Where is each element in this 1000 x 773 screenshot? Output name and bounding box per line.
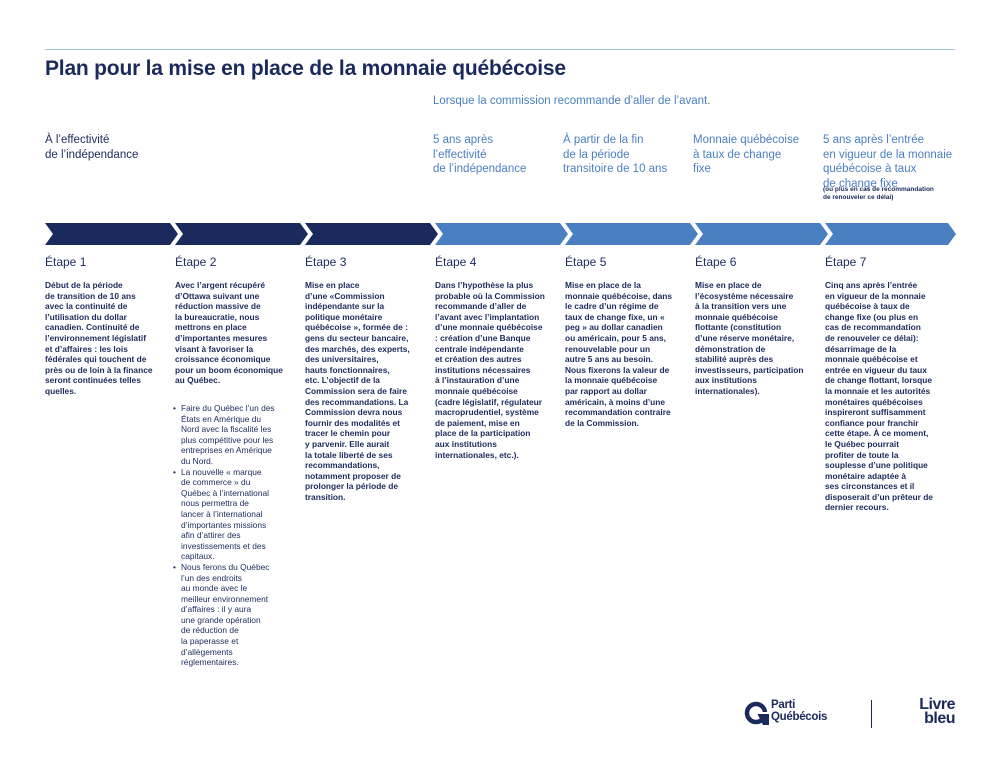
step-7-body: Cinq ans après l’entrée en vigueur de la…	[825, 280, 933, 513]
party-name: Parti Québécois	[771, 699, 828, 723]
arrow-step-1	[45, 223, 178, 245]
timeline-arrows	[45, 223, 956, 245]
phase-note: (ou plus en cas de recommandation de ren…	[823, 186, 934, 201]
arrow-step-2	[175, 223, 308, 245]
logo-divider	[871, 700, 872, 728]
step-2-bullet-list: Faire du Québec l’un des États en Amériq…	[173, 403, 291, 668]
step-2-bullet: Nous ferons du Québec l’un des endroits …	[173, 562, 291, 668]
step-2-bullet: La nouvelle « marque de commerce » du Qu…	[173, 467, 291, 562]
document-name: Livre bleu	[919, 696, 955, 727]
step-6-title: Étape 6	[695, 255, 737, 269]
step-5-title: Étape 5	[565, 255, 607, 269]
phase-label-3: À partir de la fin de la période transit…	[563, 134, 668, 175]
step-4-title: Étape 4	[435, 255, 477, 269]
step-1-title: Étape 1	[45, 255, 87, 269]
pq-logo-icon	[744, 701, 769, 725]
phase-label-5: 5 ans après l’entrée en vigueur de la mo…	[823, 134, 953, 190]
step-6-body: Mise en place de l’écosystème nécessaire…	[695, 280, 804, 396]
step-3-title: Étape 3	[305, 255, 347, 269]
page-subtitle: Lorsque la commission recommande d’aller…	[433, 95, 711, 107]
step-4-body: Dans l’hypothèse la plus probable où la …	[435, 280, 545, 460]
step-5-body: Mise en place de la monnaie québécoise, …	[565, 280, 673, 428]
step-2-body: Avec l’argent récupéré d’Ottawa suivant …	[175, 280, 283, 386]
step-2-title: Étape 2	[175, 255, 217, 269]
arrow-step-6	[695, 223, 828, 245]
phase-label-2: 5 ans après l’effectivité de l’indépenda…	[433, 134, 527, 175]
step-7-title: Étape 7	[825, 255, 867, 269]
step-3-body: Mise en place d’une «Commission indépend…	[305, 280, 410, 502]
page-title: Plan pour la mise en place de la monnaie…	[45, 57, 566, 80]
arrow-step-5	[565, 223, 698, 245]
phase-label-4: Monnaie québécoise à taux de change fixe	[693, 134, 800, 175]
step-2-bullet: Faire du Québec l’un des États en Amériq…	[173, 403, 291, 467]
arrow-step-4	[435, 223, 568, 245]
arrow-step-7	[825, 223, 956, 245]
arrow-step-3	[305, 223, 438, 245]
step-1-body: Début de la période de transition de 10 …	[45, 280, 153, 396]
top-rule	[45, 49, 955, 50]
phase-label-1: À l’effectivité de l’indépendance	[45, 134, 139, 161]
